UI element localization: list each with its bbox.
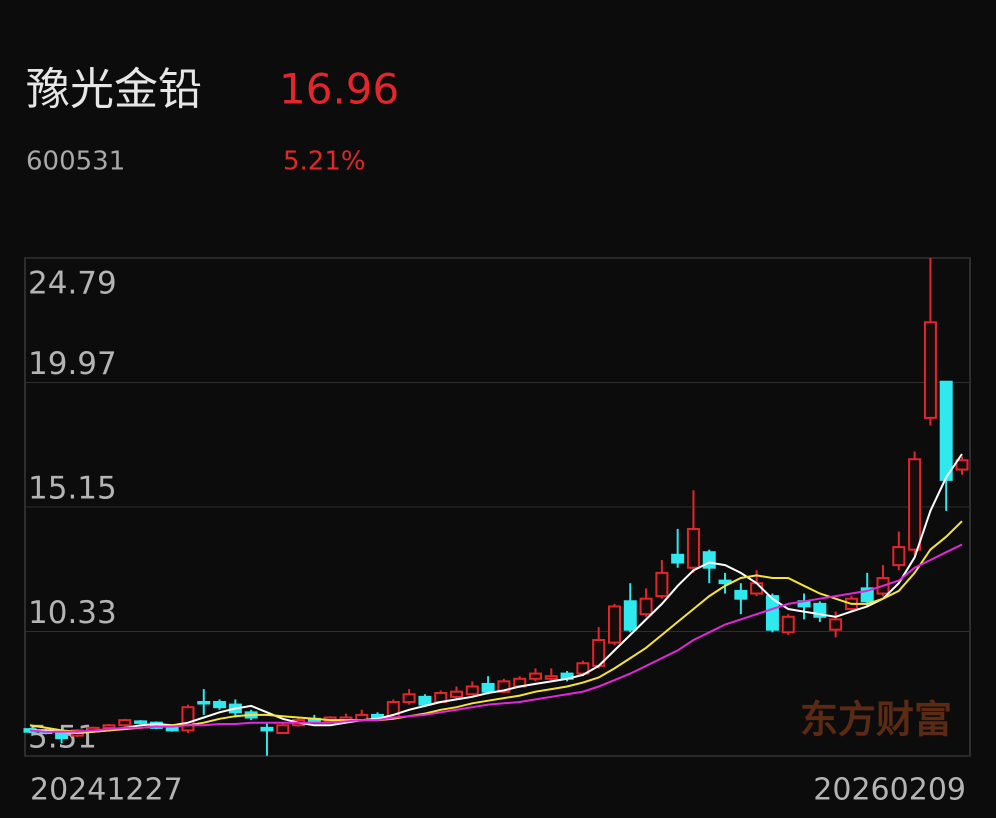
candle-body	[781, 615, 795, 634]
candle-body	[118, 719, 132, 727]
candle-body	[813, 602, 827, 618]
candle-body	[260, 726, 274, 732]
candle-body	[134, 720, 148, 724]
candle-body	[671, 553, 685, 564]
y-tick-label: 15.15	[28, 471, 117, 507]
candle-body	[860, 587, 874, 603]
candle-body	[734, 589, 748, 600]
candle-body	[165, 726, 179, 732]
candle-body	[481, 682, 495, 693]
candle-body	[765, 595, 779, 631]
candle-body	[528, 672, 542, 680]
moving-average-line	[30, 453, 963, 735]
candle-body	[544, 675, 558, 680]
y-tick-label: 24.79	[28, 266, 117, 302]
candle-body	[829, 618, 843, 631]
candle-body	[55, 732, 69, 740]
x-tick-label: 20241227	[30, 773, 183, 808]
candle-body	[576, 662, 590, 675]
candle-body	[197, 701, 211, 705]
y-tick-label: 19.97	[28, 346, 117, 382]
candle-body	[908, 458, 922, 551]
y-tick-label: 10.33	[28, 595, 117, 631]
candle-body	[276, 724, 290, 735]
watermark: 东方财富	[800, 698, 952, 742]
x-tick-label: 20260209	[813, 773, 966, 808]
candle-body	[955, 459, 969, 471]
candle-body	[702, 551, 716, 569]
candle-body	[181, 706, 195, 732]
candle-body	[418, 695, 432, 706]
candle-body	[213, 701, 227, 709]
stock-code: 600531	[26, 147, 125, 177]
moving-average-line	[29, 543, 963, 733]
candle-body	[402, 693, 416, 704]
stock-price: 16.96	[279, 65, 399, 114]
candle-body	[718, 579, 732, 585]
candle-body	[623, 600, 637, 631]
candle-body	[639, 597, 653, 616]
candle-body	[686, 527, 700, 569]
change-percent: 5.21%	[283, 147, 366, 177]
candle-body	[923, 321, 937, 419]
candle-body	[939, 380, 953, 481]
candle-body	[607, 605, 621, 644]
candle-body	[892, 546, 906, 567]
stock-name: 豫光金铅	[26, 64, 202, 115]
candle-body	[102, 724, 116, 729]
candle-body	[450, 690, 464, 698]
candle-body	[655, 571, 669, 598]
candle-body	[497, 680, 511, 693]
candle-body	[465, 685, 479, 696]
